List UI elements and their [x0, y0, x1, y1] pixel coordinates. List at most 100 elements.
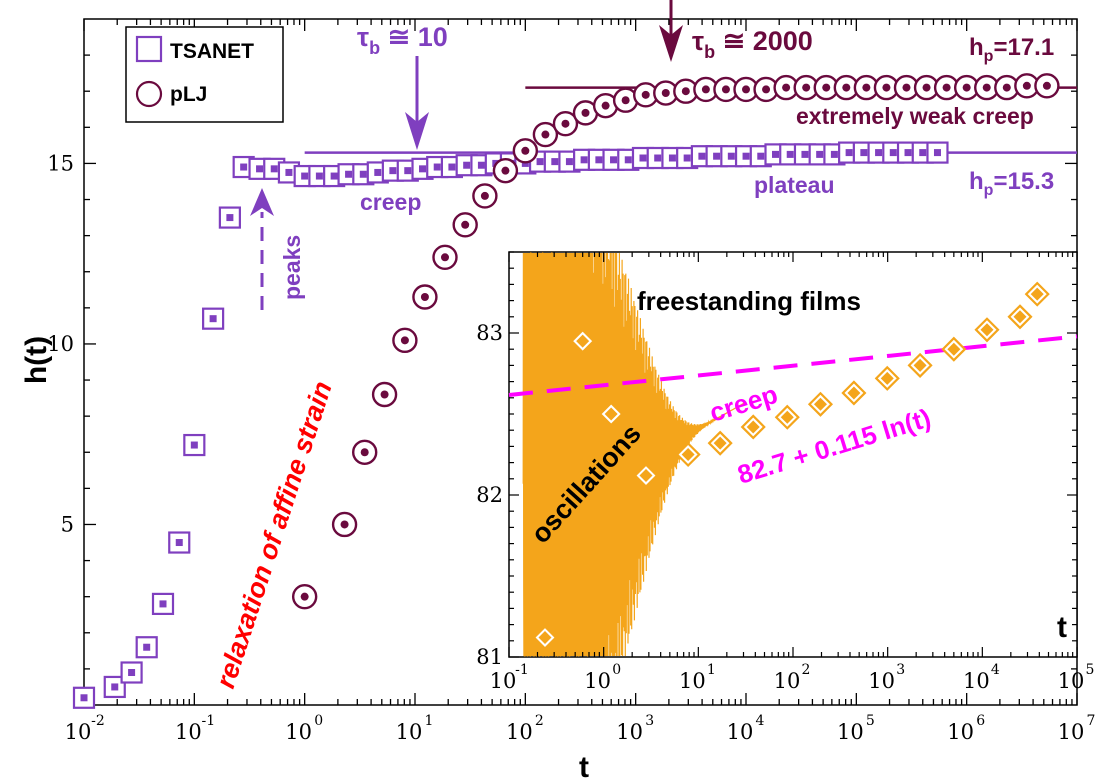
main-axis-ticks	[83, 19, 1078, 705]
plj-point-center	[541, 130, 550, 139]
x-tick-label-exponent: -2	[91, 713, 105, 729]
inset-x-tick-label: 10	[774, 669, 801, 693]
plj-point-center	[581, 108, 590, 117]
tau-subscript: b	[704, 42, 715, 62]
tsanet-point-center	[580, 156, 588, 164]
inset-point-center	[1013, 310, 1027, 324]
hp-subscript: p	[984, 182, 994, 199]
tsanet-point-center	[301, 172, 309, 180]
inset-x-tick-label-exponent: 1	[707, 662, 716, 678]
hp-value: =15.3	[993, 168, 1054, 195]
tsanet-point-center	[830, 150, 838, 158]
relaxation-annotation: relaxation of affine strain	[210, 378, 338, 692]
relaxation-text-start: relaxation of	[210, 523, 290, 692]
tsanet-point-center	[111, 683, 119, 691]
inset-x-axis-label: t	[1057, 611, 1067, 644]
inset-fit-line	[508, 334, 1078, 397]
plj-point-center	[661, 89, 670, 98]
inset-point-center	[713, 436, 727, 450]
inset-y-tick-label: 81	[476, 645, 503, 669]
inset-point-center	[913, 358, 927, 372]
inset-series	[532, 281, 1050, 651]
tsanet-point-center	[772, 150, 780, 158]
tsanet-point-center	[374, 168, 382, 176]
inset-point-center	[681, 448, 695, 461]
tsanet-point-center	[816, 150, 824, 158]
fit-line	[508, 334, 1078, 397]
x-tick-label: 10	[175, 720, 202, 744]
plj-point-center	[380, 390, 389, 399]
y-tick-label: 5	[61, 512, 74, 536]
series-plj	[291, 73, 1060, 610]
plj-point-center	[440, 253, 449, 262]
plj-point-center	[300, 592, 309, 601]
inset-y-tick-label: 83	[476, 321, 503, 345]
tsanet-point-center	[654, 154, 662, 162]
inset-y-tick-label: 82	[476, 483, 503, 507]
tsanet-point-center	[713, 152, 721, 160]
tsanet-point-center	[209, 315, 217, 323]
x-tick-label-exponent: 3	[645, 713, 654, 729]
plj-point-center	[641, 90, 650, 99]
main-x-axis-label: t	[579, 751, 589, 782]
plj-point-center	[982, 83, 991, 92]
oscillation-line	[522, 252, 747, 657]
plj-point-center	[601, 101, 610, 110]
tsanet-point-center	[565, 158, 573, 166]
tau-symbol: τ	[357, 22, 369, 52]
inset-x-tick-label: 10	[868, 669, 895, 693]
tsanet-point-center	[698, 152, 706, 160]
inset-x-tick-label: 10	[490, 669, 517, 693]
tau-value: ≅ 10	[380, 22, 448, 52]
tsanet-point-center	[240, 163, 248, 171]
tsanet-point-center	[419, 165, 427, 173]
peaks-label: peaks	[279, 235, 305, 300]
plj-point-center	[802, 83, 811, 92]
x-tick-label-exponent: 7	[1087, 713, 1096, 729]
tsanet-point-center	[477, 161, 485, 169]
tsanet-point-center	[639, 154, 647, 162]
tsanet-plateau-label: plateau	[754, 172, 835, 198]
tsanet-point-center	[610, 156, 618, 164]
x-tick-label-exponent: 2	[535, 713, 544, 729]
plj-point-center	[340, 520, 349, 529]
plj-point-center	[561, 119, 570, 128]
inset-point-center	[847, 386, 861, 400]
inset-x-tick-label: 10	[584, 669, 611, 693]
tsanet-point-center	[757, 152, 765, 160]
tsanet-point-center	[433, 163, 441, 171]
plj-point-center	[701, 85, 710, 94]
tsanet-point-center	[359, 170, 367, 178]
tsanet-point-center	[345, 170, 353, 178]
tsanet-point-center	[889, 149, 897, 157]
tsanet-point-center	[190, 441, 198, 449]
tau-b-plj-annotation: τb ≅ 2000	[692, 26, 813, 62]
tau-symbol: τ	[692, 26, 704, 56]
tau-b-tsanet-arrow	[405, 56, 429, 150]
x-tick-label: 10	[616, 720, 643, 744]
plj-point-center	[742, 85, 750, 94]
plj-point-center	[1022, 81, 1031, 90]
inset-point-center	[880, 371, 894, 385]
tsanet-point-center	[919, 149, 927, 157]
tsanet-point-center	[143, 643, 151, 651]
plj-point-center	[400, 336, 409, 345]
legend: TSANET pLJ	[125, 26, 284, 123]
hp-symbol: h	[969, 34, 984, 61]
tsanet-point-center	[683, 154, 691, 162]
tsanet-point-center	[801, 150, 809, 158]
tsanet-point-center	[860, 149, 868, 157]
y-tick-label: 15	[47, 151, 74, 175]
tau-b-tsanet-annotation: τb ≅ 10	[357, 22, 448, 58]
tsanet-point-center	[624, 156, 632, 164]
plj-point-center	[501, 166, 510, 175]
tsanet-point-center	[727, 152, 735, 160]
tsanet-point-center	[270, 165, 278, 173]
x-tick-label: 10	[65, 720, 92, 744]
inset-point-center	[813, 397, 827, 411]
tau-subscript: b	[369, 38, 380, 58]
legend-marker-tsanet	[135, 35, 163, 63]
tsanet-point-center	[315, 172, 323, 180]
